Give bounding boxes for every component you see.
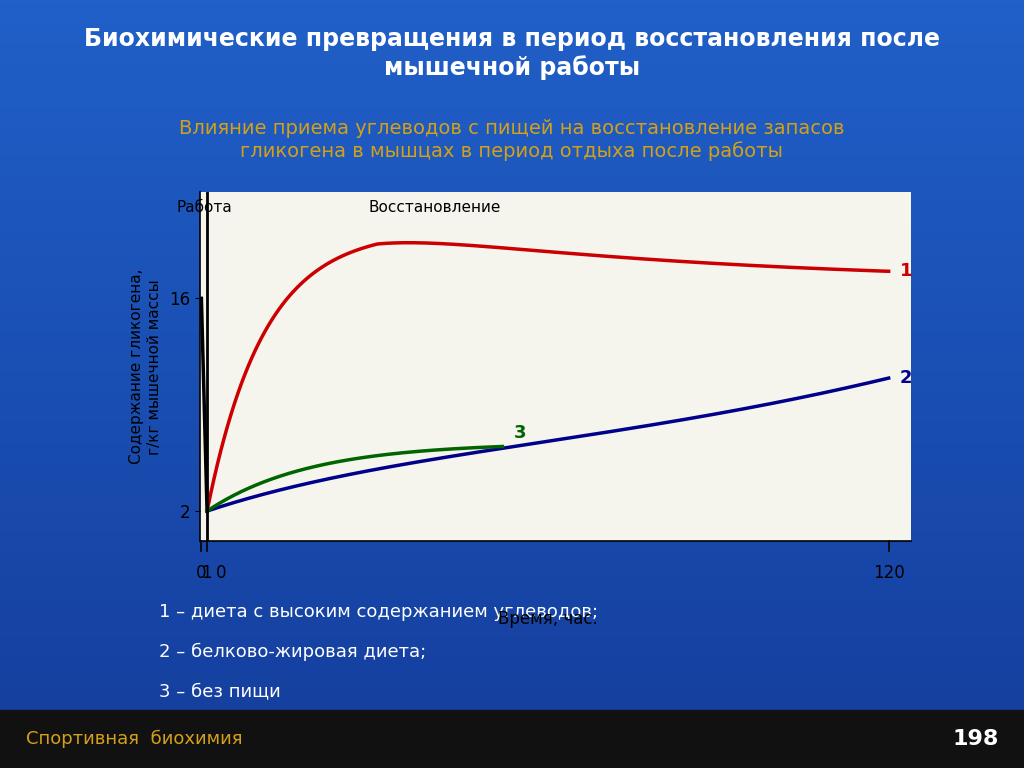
Text: 120: 120 xyxy=(872,564,904,582)
Text: 0: 0 xyxy=(197,564,207,582)
Text: 2: 2 xyxy=(900,369,912,387)
Text: Восстановление: Восстановление xyxy=(368,200,501,215)
Text: 0: 0 xyxy=(216,564,226,582)
Text: Биохимические превращения в период восстановления после
мышечной работы: Биохимические превращения в период восст… xyxy=(84,27,940,80)
Y-axis label: Содержание гликогена,
г/кг мышечной массы: Содержание гликогена, г/кг мышечной масс… xyxy=(129,269,162,465)
Text: Работа: Работа xyxy=(176,200,232,215)
Text: 198: 198 xyxy=(952,729,998,750)
Bar xyxy=(0,710,1024,768)
Text: Влияние приема углеводов с пищей на восстановление запасов
гликогена в мышцах в : Влияние приема углеводов с пищей на восс… xyxy=(179,119,845,161)
Text: 1 – диета с высоким содержанием углеводов;: 1 – диета с высоким содержанием углеводо… xyxy=(159,603,598,621)
Text: Время, час.: Время, час. xyxy=(498,610,598,627)
Text: 2 – белково-жировая диета;: 2 – белково-жировая диета; xyxy=(159,643,426,661)
Text: 1: 1 xyxy=(900,263,912,280)
Text: 1: 1 xyxy=(201,564,212,582)
Text: 3: 3 xyxy=(514,424,526,442)
Text: Спортивная  биохимия: Спортивная биохимия xyxy=(26,730,242,748)
Text: 3 – без пищи: 3 – без пищи xyxy=(159,683,281,700)
